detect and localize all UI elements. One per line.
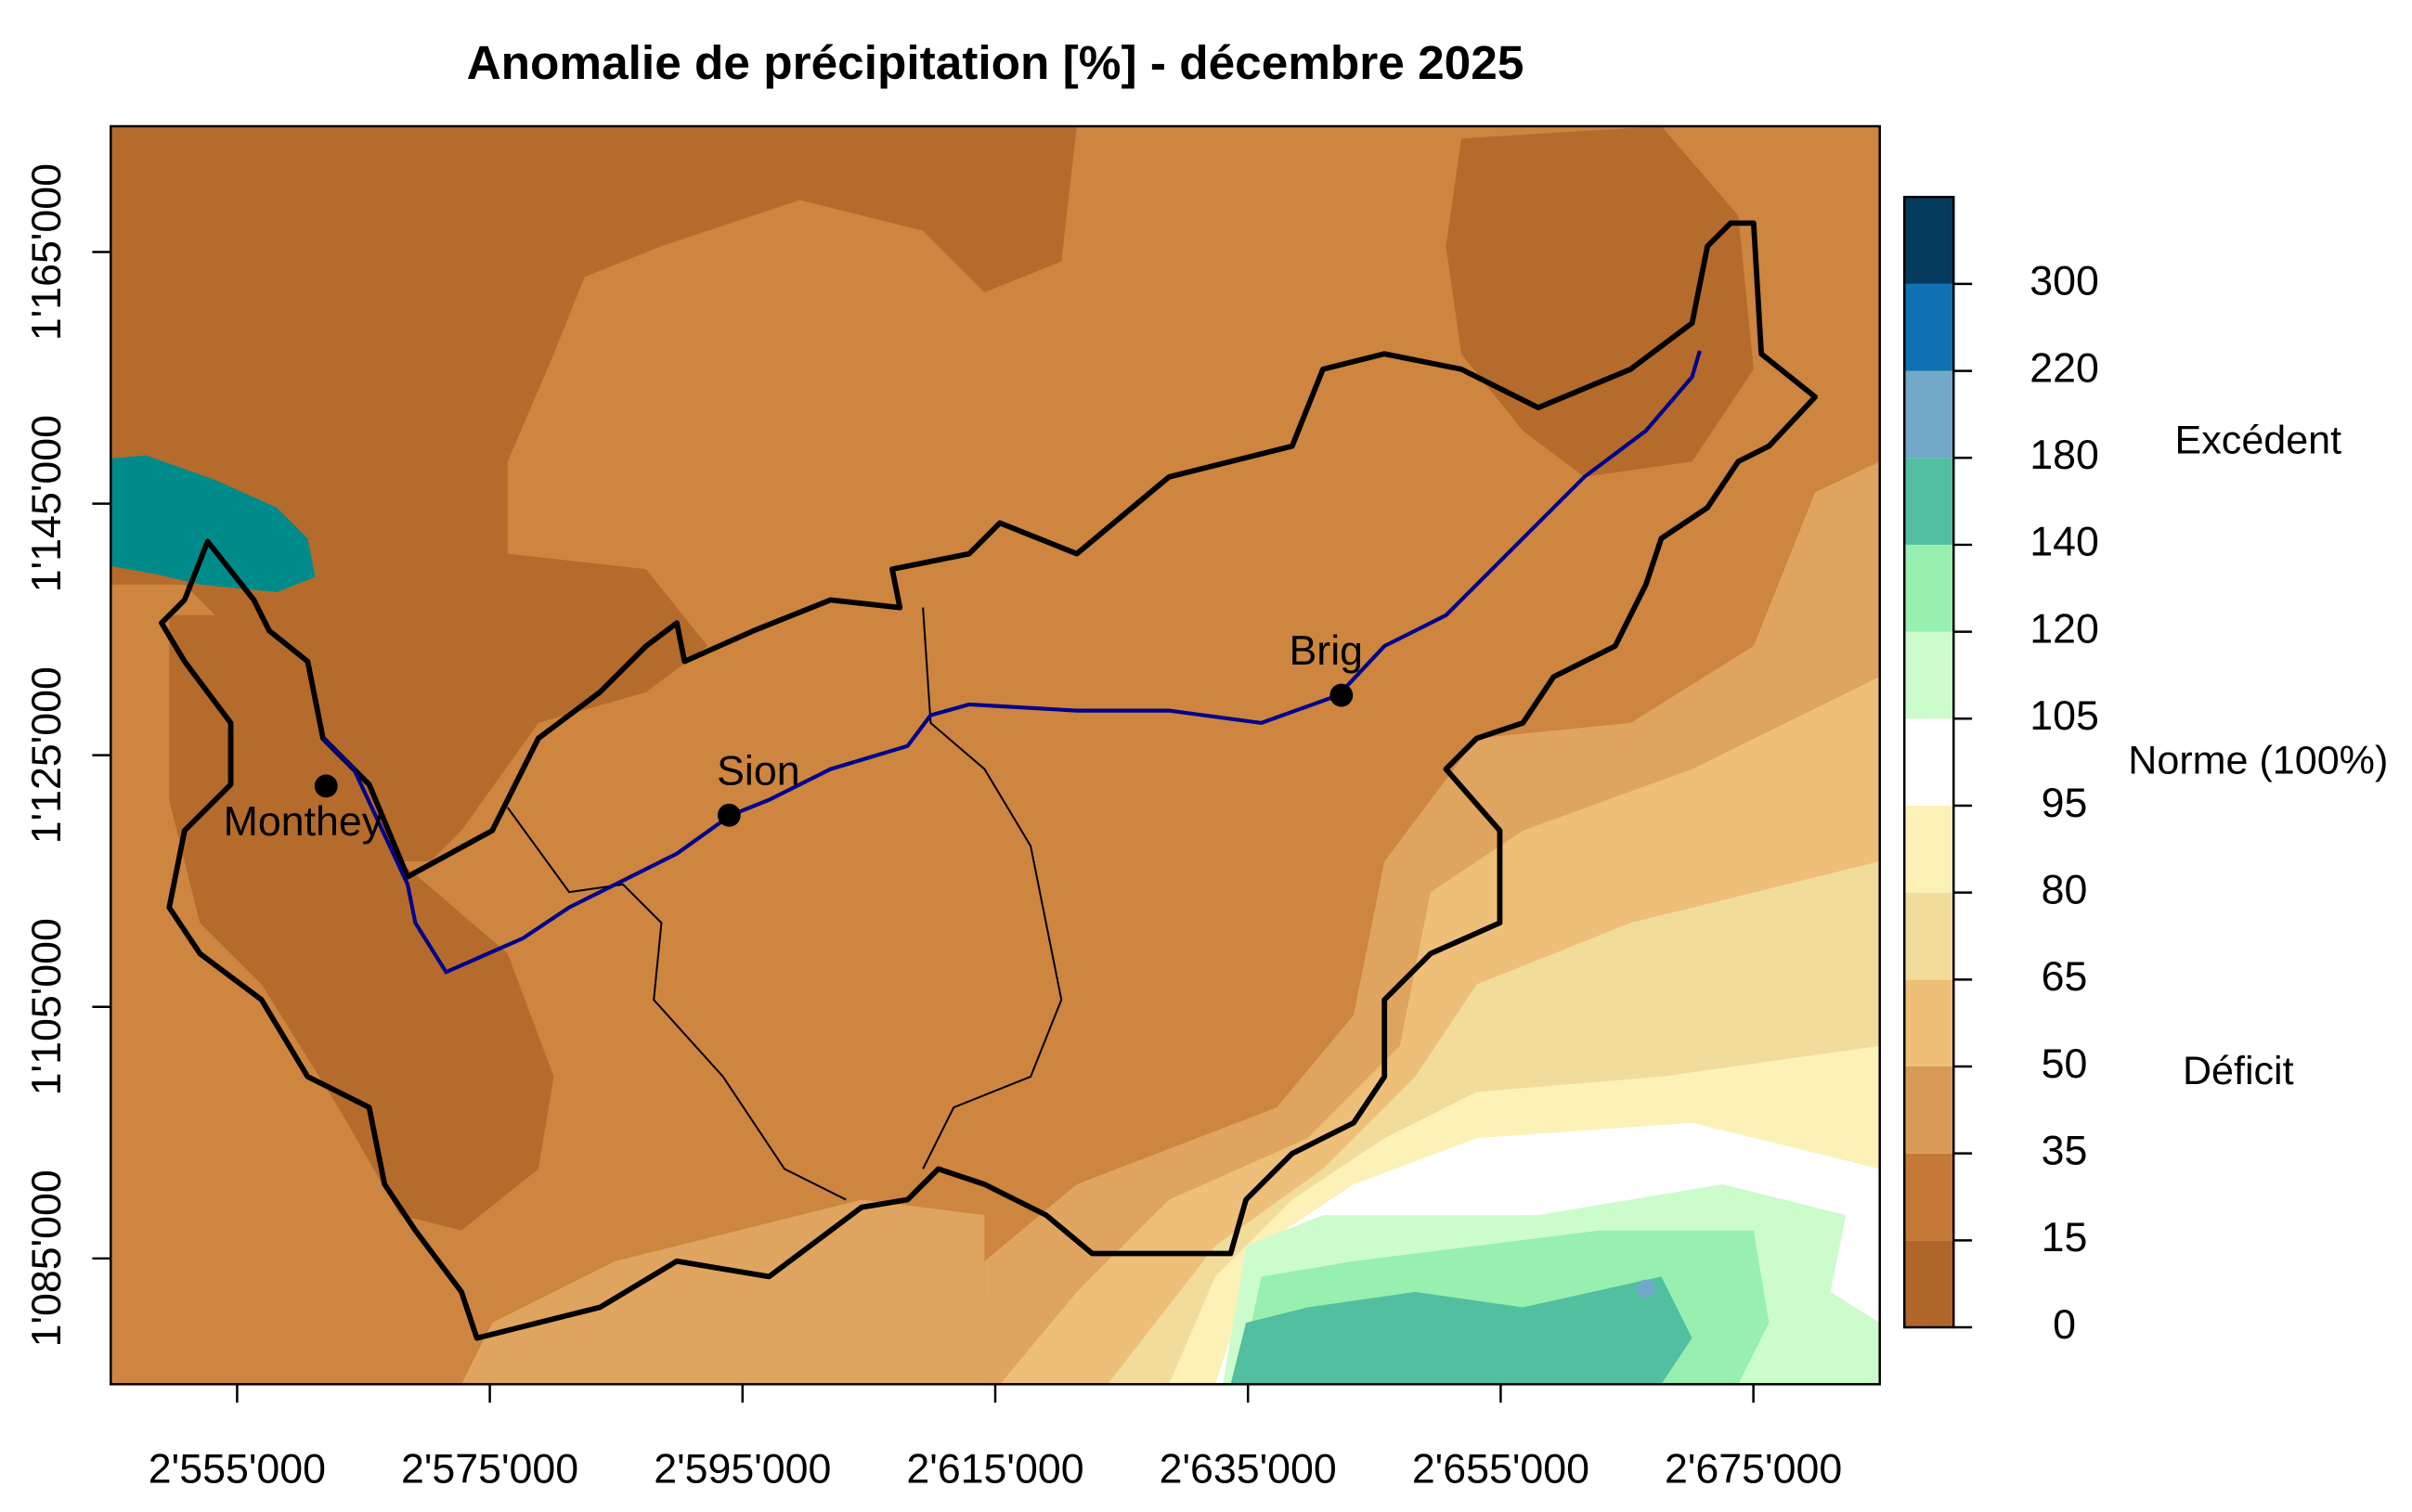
anomaly-zone	[1636, 1279, 1655, 1299]
place-label: Brig	[1289, 628, 1363, 674]
anomaly-zone	[1446, 126, 1754, 477]
colorbar-label: 50	[2042, 1041, 2088, 1087]
colorbar-segment	[1904, 1240, 1954, 1328]
colorbar-label: 120	[2029, 606, 2099, 652]
colorbar-label: 220	[2029, 345, 2099, 391]
colorbar-segment	[1904, 1153, 1954, 1241]
colorbar-segment	[1904, 631, 1954, 719]
y-tick-label: 1'125'000	[24, 666, 70, 844]
place-label: Monthey	[224, 799, 383, 845]
colorbar-label: 105	[2029, 693, 2099, 739]
anomaly-zone	[110, 126, 1077, 861]
legend-annotation: Norme (100%)	[2128, 738, 2388, 782]
lake	[110, 455, 316, 593]
colorbar-label: 180	[2029, 433, 2099, 478]
y-tick-label: 1'165'000	[24, 163, 70, 341]
x-tick-label: 2'655'000	[1412, 1447, 1589, 1493]
place-label: Sion	[717, 748, 800, 794]
map-area	[110, 126, 1880, 1385]
colorbar-label: 15	[2042, 1215, 2088, 1260]
colorbar-label: 65	[2042, 954, 2088, 1000]
colorbar-segment	[1904, 544, 1954, 632]
place-marker	[314, 774, 338, 798]
anomaly-zone	[1230, 1276, 1692, 1385]
colorbar-label: 35	[2042, 1128, 2088, 1173]
colorbar-segment	[1904, 979, 1954, 1067]
colorbar-label: 300	[2029, 259, 2099, 304]
colorbar-segment	[1904, 197, 1954, 284]
colorbar-segment	[1904, 718, 1954, 806]
y-tick-label: 1'145'000	[24, 415, 70, 592]
x-tick-label: 2'555'000	[149, 1447, 326, 1493]
colorbar-segment	[1904, 283, 1954, 371]
colorbar-label: 95	[2042, 781, 2088, 826]
anomaly-zone	[169, 614, 554, 1231]
place-marker	[1329, 683, 1354, 707]
legend-annotation: Excédent	[2175, 419, 2342, 463]
colorbar-segment	[1904, 370, 1954, 459]
colorbar-frame	[1902, 195, 1955, 1329]
colorbar-label: 0	[2053, 1302, 2076, 1348]
map-title: Anomalie de précipitation [%] - décembre…	[467, 36, 1524, 89]
canton-boundary	[159, 220, 1819, 1341]
legend-annotation: Déficit	[2183, 1049, 2294, 1093]
anomaly-zone	[461, 1199, 985, 1385]
colorbar-label: 140	[2029, 520, 2099, 565]
place-marker	[717, 803, 741, 827]
x-tick-label: 2'615'000	[906, 1447, 1083, 1493]
y-tick-label: 1'105'000	[24, 918, 70, 1095]
colorbar-segment	[1904, 1066, 1954, 1154]
basin-boundary	[506, 607, 1063, 1201]
colorbar-label: 80	[2042, 867, 2088, 912]
colorbar-segment	[1904, 458, 1954, 545]
colorbar-segment	[1904, 892, 1954, 980]
river	[321, 350, 1702, 975]
y-tick-label: 1'085'000	[24, 1170, 70, 1347]
colorbar-segment	[1904, 805, 1954, 893]
x-tick-label: 2'575'000	[401, 1447, 578, 1493]
x-tick-label: 2'635'000	[1160, 1447, 1337, 1493]
x-tick-label: 2'675'000	[1665, 1447, 1842, 1493]
x-tick-label: 2'595'000	[654, 1447, 831, 1493]
